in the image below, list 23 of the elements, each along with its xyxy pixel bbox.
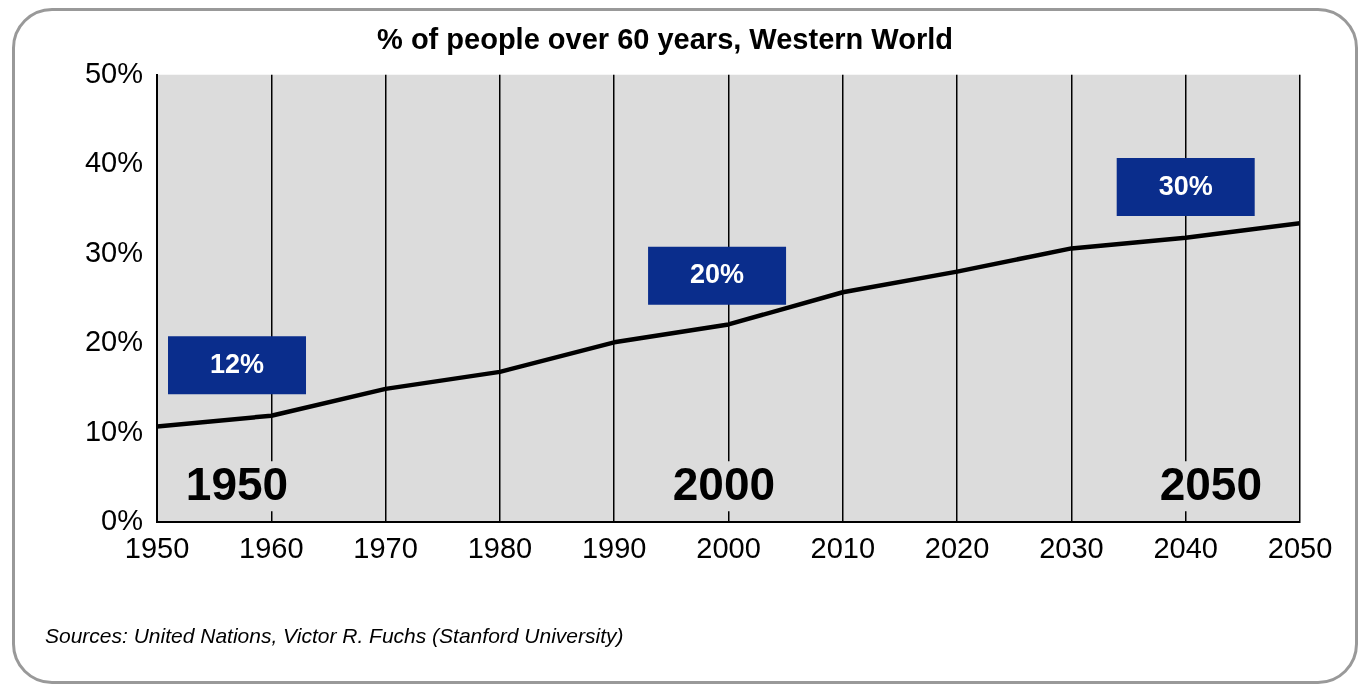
y-tick-label: 40% xyxy=(84,146,143,179)
x-tick-label: 2000 xyxy=(696,531,761,564)
annotation: 2000 xyxy=(672,457,776,510)
y-tick-label: 30% xyxy=(84,235,143,268)
source-note: Sources: United Nations, Victor R. Fuchs (Stanford University) xyxy=(45,623,624,647)
annotation: 1950 xyxy=(185,457,289,510)
annotation: 20% xyxy=(690,259,745,290)
y-tick-label: 50% xyxy=(84,56,143,89)
y-tick-label: 20% xyxy=(84,325,143,358)
x-tick-label: 1980 xyxy=(467,531,533,564)
x-tick-label: 1990 xyxy=(581,531,647,564)
annotation: 2050 xyxy=(1159,457,1263,510)
x-tick-label: 2020 xyxy=(924,531,990,564)
x-tick-label: 2040 xyxy=(1153,531,1218,564)
x-tick-label: 2010 xyxy=(810,531,876,564)
x-tick-label: 2050 xyxy=(1267,531,1333,564)
x-tick-label: 1970 xyxy=(353,531,418,564)
annotation: 30% xyxy=(1158,170,1213,201)
x-tick-label: 2030 xyxy=(1039,531,1104,564)
y-tick-label: 10% xyxy=(84,414,143,447)
chart-title: % of people over 60 years, Western World xyxy=(377,23,953,56)
annotation: 12% xyxy=(209,348,265,379)
x-tick-label: 1960 xyxy=(239,531,304,564)
